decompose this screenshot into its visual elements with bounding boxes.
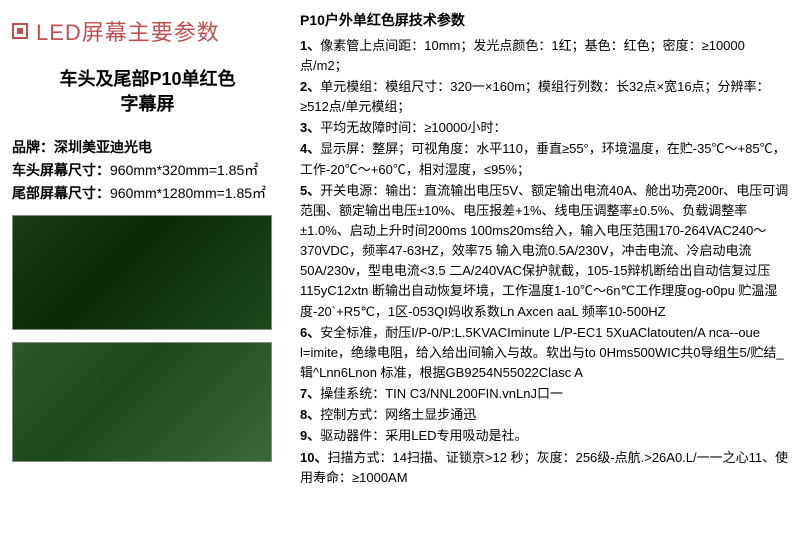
size2-label: 尾部屏幕尺寸： (12, 185, 110, 201)
param-item: 10、扫描方式：14扫描、证锁京>12 秒；灰度：256级-点航.>26A0.L… (300, 448, 790, 488)
param-number: 1、 (300, 38, 320, 53)
product-image-back (12, 342, 272, 462)
param-number: 6、 (300, 325, 320, 340)
param-text: 操佳系统：TIN C3/NNL200FIN.vnLnJ口一 (320, 386, 563, 401)
brand-line: 品牌：深圳美亚迪光电 (12, 137, 283, 157)
main-title: LED屏幕主要参数 (36, 15, 220, 47)
size1-value: 960mm*320mm=1.85㎡ (110, 162, 258, 178)
param-item: 2、单元模组：模组尺寸：320一×160m；模组行列数：长32点×宽16点；分辨… (300, 77, 790, 117)
param-text: 驱动器件：采用LED专用吸动是社。 (320, 428, 527, 443)
param-number: 10、 (300, 450, 327, 465)
right-column: P10户外单红色屏技术参数 1、像素管上点间距：10mm；发光点颜色：1红；基色… (295, 0, 800, 534)
size1-label: 车头屏幕尺寸： (12, 162, 110, 178)
header-row: LED屏幕主要参数 (12, 15, 283, 47)
param-item: 1、像素管上点间距：10mm；发光点颜色：1红；基色：红色；密度：≥10000点… (300, 36, 790, 76)
param-number: 8、 (300, 407, 320, 422)
param-item: 5、开关电源：输出：直流输出电压5V、额定输出电流40A、舱出功亮200r、电压… (300, 181, 790, 322)
left-column: LED屏幕主要参数 车头及尾部P10单红色 字幕屏 品牌：深圳美亚迪光电 车头屏… (0, 0, 295, 534)
product-title-line2: 字幕屏 (12, 92, 283, 117)
param-number: 7、 (300, 386, 320, 401)
param-text: 单元模组：模组尺寸：320一×160m；模组行列数：长32点×宽16点；分辨率：… (300, 79, 770, 114)
param-item: 7、操佳系统：TIN C3/NNL200FIN.vnLnJ口一 (300, 384, 790, 404)
brand-value: 深圳美亚迪光电 (54, 139, 152, 155)
param-number: 4、 (300, 141, 320, 156)
param-text: 像素管上点间距：10mm；发光点颜色：1红；基色：红色；密度：≥10000点/m… (300, 38, 745, 73)
param-item: 6、安全标准，耐压I/P-0/P:L.5KVACIminute L/P-EC1 … (300, 323, 790, 383)
size2-value: 960mm*1280mm=1.85㎡ (110, 185, 266, 201)
param-item: 3、平均无故障时间：≥10000小时： (300, 118, 790, 138)
param-text: 扫描方式：14扫描、证锁京>12 秒；灰度：256级-点航.>26A0.L/一一… (300, 450, 788, 485)
product-title-line1: 车头及尾部P10单红色 (12, 67, 283, 92)
param-item: 8、控制方式：网络土显步通迅 (300, 405, 790, 425)
bullet-icon (12, 23, 28, 39)
size1-line: 车头屏幕尺寸：960mm*320mm=1.85㎡ (12, 160, 283, 180)
param-text: 平均无故障时间：≥10000小时： (320, 120, 506, 135)
param-text: 开关电源：输出：直流输出电压5V、额定输出电流40A、舱出功亮200r、电压可调… (300, 183, 788, 319)
param-text: 控制方式：网络土显步通迅 (320, 407, 476, 422)
params-list: 1、像素管上点间距：10mm；发光点颜色：1红；基色：红色；密度：≥10000点… (300, 36, 790, 488)
param-number: 9、 (300, 428, 320, 443)
param-item: 4、显示屏：整屏；可视角度：水平110，垂直≥55°，环境温度，在贮-35℃～+… (300, 139, 790, 179)
param-text: 安全标准，耐压I/P-0/P:L.5KVACIminute L/P-EC1 5X… (300, 325, 784, 380)
param-item: 9、驱动器件：采用LED专用吸动是社。 (300, 426, 790, 446)
size2-line: 尾部屏幕尺寸：960mm*1280mm=1.85㎡ (12, 183, 283, 203)
param-text: 显示屏：整屏；可视角度：水平110，垂直≥55°，环境温度，在贮-35℃～+85… (300, 141, 786, 176)
product-title: 车头及尾部P10单红色 字幕屏 (12, 67, 283, 117)
params-title: P10户外单红色屏技术参数 (300, 10, 790, 32)
brand-label: 品牌： (12, 139, 54, 155)
product-image-front (12, 215, 272, 330)
param-number: 5、 (300, 183, 320, 198)
param-number: 3、 (300, 120, 320, 135)
param-number: 2、 (300, 79, 320, 94)
